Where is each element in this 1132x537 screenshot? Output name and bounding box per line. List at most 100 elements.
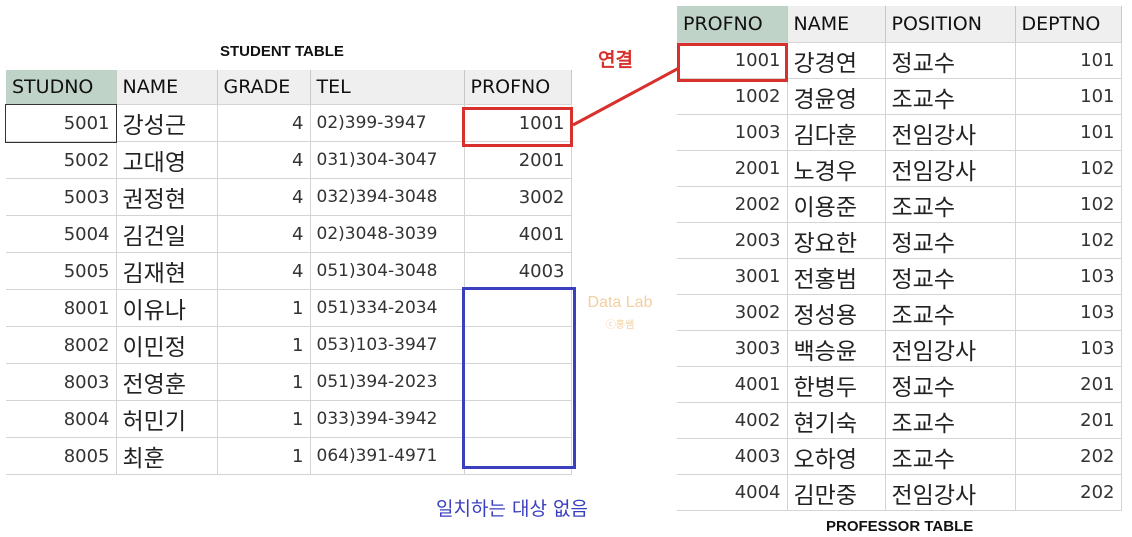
name-cell[interactable]: 권정현 <box>116 178 218 216</box>
position-cell[interactable]: 전임강사 <box>885 150 1016 187</box>
grade-cell[interactable]: 1 <box>217 363 311 401</box>
grade-cell[interactable]: 1 <box>217 289 311 327</box>
name-cell[interactable]: 허민기 <box>116 400 218 438</box>
profno-cell[interactable]: 2001 <box>464 141 572 179</box>
name-cell[interactable]: 최훈 <box>116 437 218 475</box>
deptno-cell[interactable]: 201 <box>1015 366 1122 403</box>
profno-cell[interactable]: 4003 <box>464 252 572 290</box>
name-cell[interactable]: 백승윤 <box>787 330 886 367</box>
table-row[interactable]: 2001 노경우 전임강사 102 <box>677 150 1122 187</box>
profno-cell[interactable]: 2002 <box>677 186 788 223</box>
tel-cell[interactable]: 051)394-2023 <box>310 363 465 401</box>
table-row[interactable]: 4001 한병두 정교수 201 <box>677 366 1122 403</box>
studno-cell[interactable]: 8004 <box>6 400 117 438</box>
table-row[interactable]: 8001 이유나 1 051)334-2034 <box>6 289 572 327</box>
name-cell[interactable]: 강성근 <box>116 104 218 142</box>
table-row[interactable]: 5005 김재현 4 051)304-3048 4003 <box>6 252 572 290</box>
table-row[interactable]: 4004 김만중 전임강사 202 <box>677 474 1122 511</box>
profno-cell[interactable]: 4001 <box>464 215 572 253</box>
grade-cell[interactable]: 4 <box>217 178 311 216</box>
column-header-profno[interactable]: PROFNO <box>464 70 572 105</box>
column-header-grade[interactable]: GRADE <box>217 70 311 105</box>
grade-cell[interactable]: 4 <box>217 141 311 179</box>
deptno-cell[interactable]: 101 <box>1015 78 1122 115</box>
name-cell[interactable]: 고대영 <box>116 141 218 179</box>
studno-cell[interactable]: 5001 <box>5 103 117 143</box>
tel-cell[interactable]: 033)394-3942 <box>310 400 465 438</box>
table-row[interactable]: 5004 김건일 4 02)3048-3039 4001 <box>6 215 572 253</box>
deptno-cell[interactable]: 102 <box>1015 186 1122 223</box>
studno-cell[interactable]: 5004 <box>6 215 117 253</box>
tel-cell[interactable]: 032)394-3048 <box>310 178 465 216</box>
studno-cell[interactable]: 8005 <box>6 437 117 475</box>
name-cell[interactable]: 김만중 <box>787 474 886 511</box>
column-header-profno[interactable]: PROFNO <box>677 6 788 43</box>
grade-cell[interactable]: 4 <box>217 104 311 142</box>
deptno-cell[interactable]: 103 <box>1015 330 1122 367</box>
position-cell[interactable]: 전임강사 <box>885 114 1016 151</box>
position-cell[interactable]: 전임강사 <box>885 474 1016 511</box>
table-row[interactable]: 1003 김다훈 전임강사 101 <box>677 114 1122 151</box>
grade-cell[interactable]: 1 <box>217 326 311 364</box>
table-row[interactable]: 8002 이민정 1 053)103-3947 <box>6 326 572 364</box>
name-cell[interactable]: 전영훈 <box>116 363 218 401</box>
profno-cell[interactable]: 1001 <box>464 104 572 142</box>
table-row[interactable]: 5002 고대영 4 031)304-3047 2001 <box>6 141 572 179</box>
profno-cell[interactable]: 3002 <box>464 178 572 216</box>
table-row[interactable]: 1001 강경연 정교수 101 <box>677 42 1122 79</box>
name-cell[interactable]: 현기숙 <box>787 402 886 439</box>
column-header-studno[interactable]: STUDNO <box>6 70 117 105</box>
name-cell[interactable]: 강경연 <box>787 42 886 79</box>
column-header-deptno[interactable]: DEPTNO <box>1015 6 1122 43</box>
profno-cell[interactable] <box>464 400 572 438</box>
name-cell[interactable]: 김건일 <box>116 215 218 253</box>
table-row[interactable]: 2002 이용준 조교수 102 <box>677 186 1122 223</box>
position-cell[interactable]: 정교수 <box>885 42 1016 79</box>
name-cell[interactable]: 이민정 <box>116 326 218 364</box>
tel-cell[interactable]: 051)304-3048 <box>310 252 465 290</box>
deptno-cell[interactable]: 102 <box>1015 222 1122 259</box>
profno-cell[interactable] <box>464 289 572 327</box>
table-row[interactable]: 4002 현기숙 조교수 201 <box>677 402 1122 439</box>
name-cell[interactable]: 장요한 <box>787 222 886 259</box>
table-row[interactable]: 8004 허민기 1 033)394-3942 <box>6 400 572 438</box>
studno-cell[interactable]: 8003 <box>6 363 117 401</box>
studno-cell[interactable]: 5005 <box>6 252 117 290</box>
tel-cell[interactable]: 031)304-3047 <box>310 141 465 179</box>
profno-cell[interactable]: 3001 <box>677 258 788 295</box>
position-cell[interactable]: 정교수 <box>885 366 1016 403</box>
table-row[interactable]: 8005 최훈 1 064)391-4971 <box>6 437 572 475</box>
deptno-cell[interactable]: 101 <box>1015 114 1122 151</box>
profno-cell[interactable]: 4004 <box>677 474 788 511</box>
profno-cell[interactable]: 1003 <box>677 114 788 151</box>
profno-cell[interactable] <box>464 326 572 364</box>
studno-cell[interactable]: 8001 <box>6 289 117 327</box>
position-cell[interactable]: 조교수 <box>885 186 1016 223</box>
position-cell[interactable]: 조교수 <box>885 294 1016 331</box>
deptno-cell[interactable]: 201 <box>1015 402 1122 439</box>
profno-cell[interactable]: 4002 <box>677 402 788 439</box>
tel-cell[interactable]: 053)103-3947 <box>310 326 465 364</box>
position-cell[interactable]: 정교수 <box>885 258 1016 295</box>
tel-cell[interactable]: 064)391-4971 <box>310 437 465 475</box>
profno-cell[interactable]: 3003 <box>677 330 788 367</box>
deptno-cell[interactable]: 102 <box>1015 150 1122 187</box>
profno-cell[interactable]: 1001 <box>677 42 788 79</box>
name-cell[interactable]: 정성용 <box>787 294 886 331</box>
deptno-cell[interactable]: 103 <box>1015 258 1122 295</box>
name-cell[interactable]: 김재현 <box>116 252 218 290</box>
name-cell[interactable]: 이용준 <box>787 186 886 223</box>
column-header-tel[interactable]: TEL <box>310 70 465 105</box>
grade-cell[interactable]: 4 <box>217 215 311 253</box>
deptno-cell[interactable]: 101 <box>1015 42 1122 79</box>
profno-cell[interactable]: 4001 <box>677 366 788 403</box>
studno-cell[interactable]: 5002 <box>6 141 117 179</box>
table-row[interactable]: 1002 경윤영 조교수 101 <box>677 78 1122 115</box>
position-cell[interactable]: 전임강사 <box>885 330 1016 367</box>
position-cell[interactable]: 조교수 <box>885 402 1016 439</box>
table-row[interactable]: 4003 오하영 조교수 202 <box>677 438 1122 475</box>
profno-cell[interactable]: 2003 <box>677 222 788 259</box>
name-cell[interactable]: 한병두 <box>787 366 886 403</box>
column-header-position[interactable]: POSITION <box>885 6 1016 43</box>
name-cell[interactable]: 전홍범 <box>787 258 886 295</box>
